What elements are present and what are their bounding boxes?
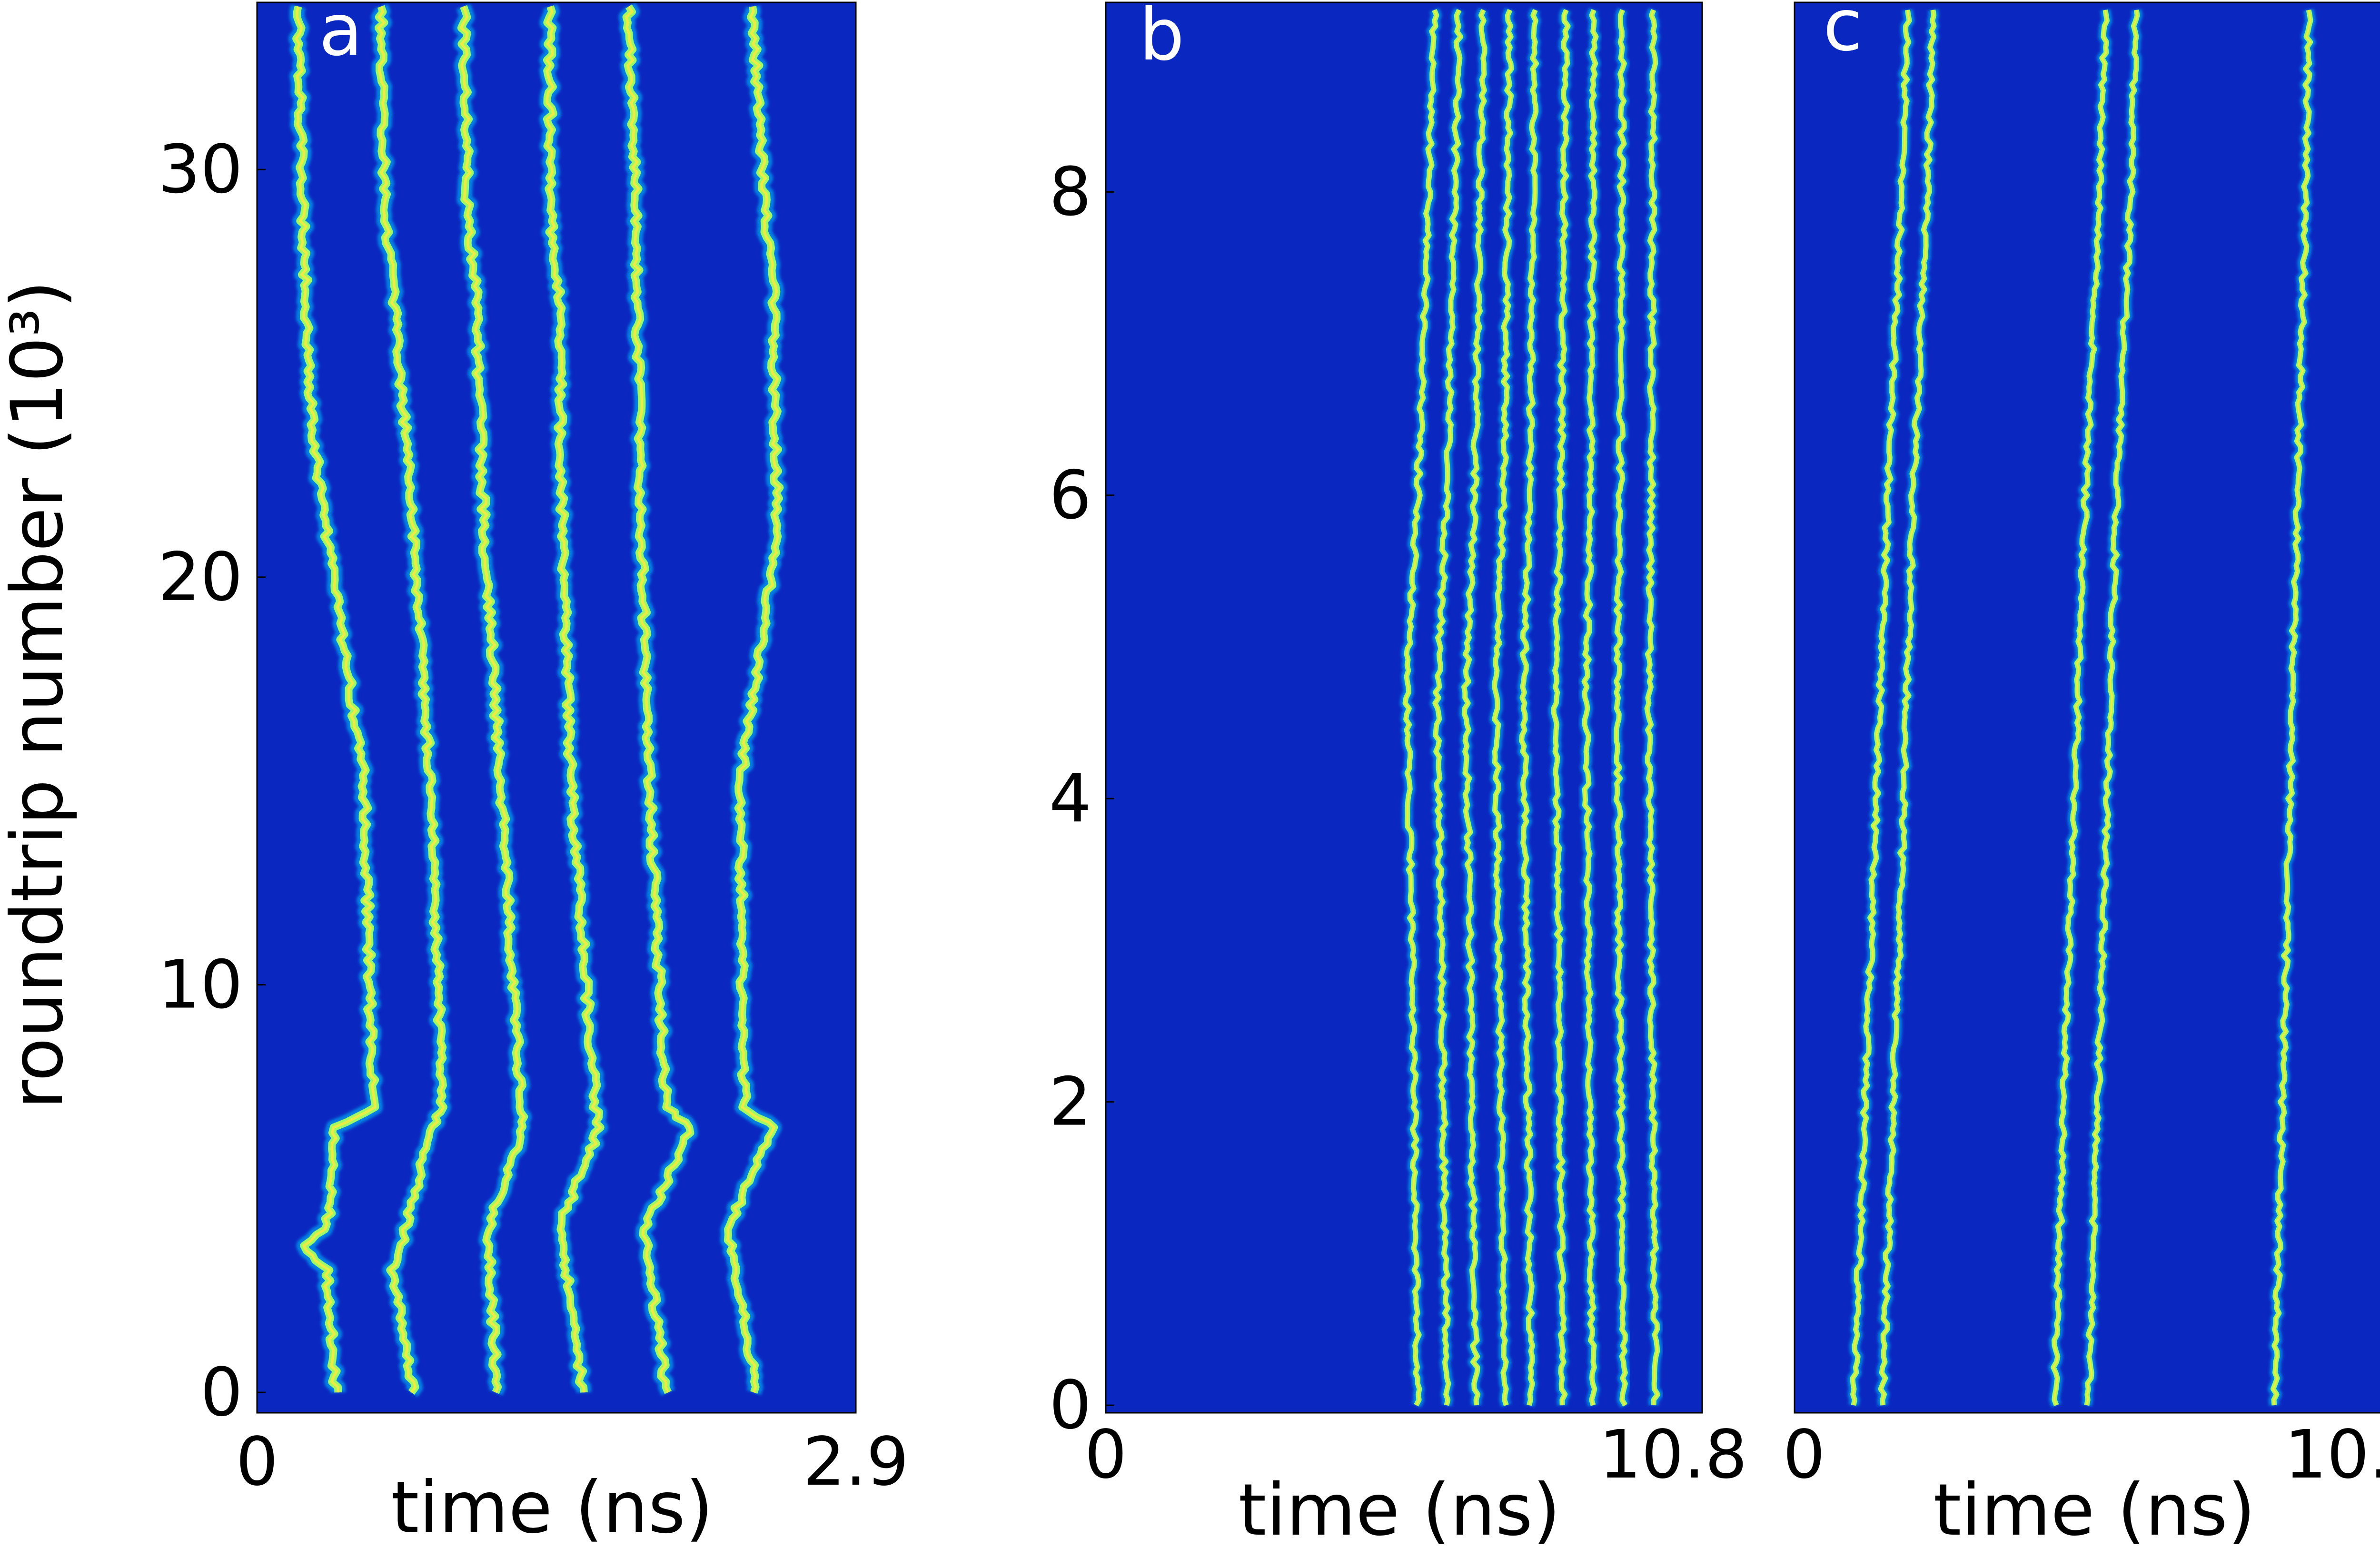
panel-a-trace-6-peak xyxy=(726,6,782,1393)
panel-b-x-tick-0: 0 xyxy=(1084,1416,1127,1494)
panel-a-y-tick-1: 10 xyxy=(158,946,243,1024)
panel-b-y-tick-4: 8 xyxy=(1049,153,1091,231)
panel-c-trace-3-peak xyxy=(2052,10,2108,1406)
panel-a-y-tick-3: 30 xyxy=(158,131,243,208)
panel-b-label: b xyxy=(1139,0,1184,77)
panel-b-frame xyxy=(1105,1,1703,1414)
panel-b: b 0 2 4 6 8 0 10.8 time (ns) xyxy=(1049,0,1747,1547)
panel-a-y-tick-0: 0 xyxy=(200,1354,243,1431)
panel-b-trace-8-peak xyxy=(1615,10,1626,1406)
panel-c-x-tick-1: 10.8 xyxy=(2284,1416,2380,1494)
panel-b-trace-2-peak xyxy=(1434,10,1462,1406)
panel-b-trace-4-peak xyxy=(1493,10,1513,1406)
panel-a-frame xyxy=(256,1,857,1414)
panel-b-y-tick-0: 0 xyxy=(1049,1367,1091,1444)
panel-c-trace-4-peak xyxy=(2085,10,2139,1406)
panel-a-trace-4-peak xyxy=(545,6,602,1393)
panel-b-x-axis-title: time (ns) xyxy=(1239,1469,1561,1547)
panel-b-y-ticks: 0 2 4 6 8 xyxy=(1049,153,1114,1444)
panel-c-x-tick-0: 0 xyxy=(1783,1416,1825,1494)
panel-a-y-tick-2: 20 xyxy=(158,539,243,616)
panel-a-y-ticks: 0 10 20 30 xyxy=(158,131,266,1431)
panel-a: a 0 10 20 30 0 2.9 time (ns) xyxy=(158,0,909,1547)
panel-c-trace-1-peak xyxy=(1852,10,1911,1406)
panel-b-x-tick-1: 10.8 xyxy=(1599,1416,1747,1494)
panel-c-x-axis-title: time (ns) xyxy=(1934,1469,2256,1547)
panel-a-x-tick-1: 2.9 xyxy=(803,1423,909,1501)
y-axis-title: roundtrip number (10³) xyxy=(0,280,79,1109)
panel-b-y-tick-2: 4 xyxy=(1049,760,1091,838)
panel-a-x-axis-title: time (ns) xyxy=(391,1467,714,1547)
panel-b-trace-3-peak xyxy=(1463,10,1486,1406)
panel-c-label: c xyxy=(1823,0,1862,67)
panel-a-trace-5-peak xyxy=(625,6,692,1393)
panel-b-trace-1-peak xyxy=(1404,10,1438,1406)
panel-c-traces xyxy=(1847,9,2316,1407)
panel-c-trace-2-peak xyxy=(1880,10,1935,1406)
panel-b-y-tick-3: 6 xyxy=(1049,457,1091,534)
panel-b-trace-9-peak xyxy=(1646,10,1659,1406)
panel-b-trace-7-peak xyxy=(1583,10,1597,1406)
panel-b-y-tick-1: 2 xyxy=(1049,1064,1091,1141)
panel-c: c 0 10.8 time (ns) xyxy=(1783,0,2380,1547)
panel-c-trace-5-peak xyxy=(2272,10,2311,1406)
panel-a-trace-1-peak xyxy=(295,6,377,1393)
panel-a-traces xyxy=(288,2,788,1397)
panel-a-trace-2-peak xyxy=(377,6,445,1393)
panel-a-label: a xyxy=(319,0,363,72)
panel-b-traces xyxy=(1400,8,1663,1408)
panel-c-frame xyxy=(1794,1,2380,1414)
panel-a-trace-3-peak xyxy=(460,6,526,1393)
panel-a-x-tick-0: 0 xyxy=(236,1423,278,1501)
panel-b-trace-5-peak xyxy=(1520,10,1537,1406)
panel-b-trace-6-peak xyxy=(1552,10,1569,1406)
